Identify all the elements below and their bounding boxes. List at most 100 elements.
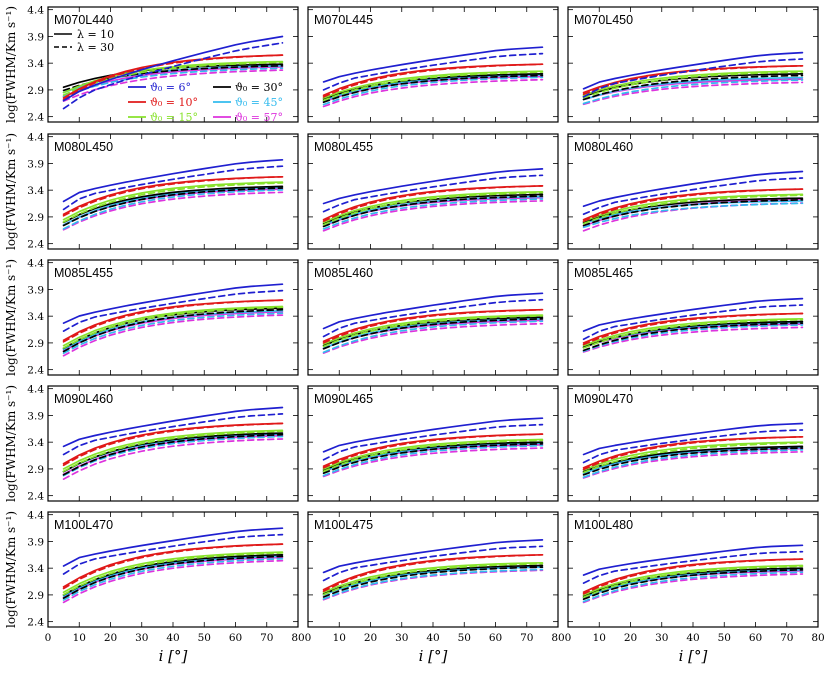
series-line-2-dashed bbox=[582, 565, 804, 599]
series-line-0-solid bbox=[322, 168, 544, 205]
series-line-3-dashed bbox=[322, 317, 544, 350]
y-tick-label: 4.4 bbox=[27, 258, 44, 270]
series-line-2-dashed bbox=[582, 71, 804, 99]
x-tick-label: 60 bbox=[749, 632, 762, 644]
series-line-3-dashed bbox=[322, 442, 544, 475]
series-line-0-dashed bbox=[582, 429, 804, 464]
series-line-4-dashed bbox=[62, 312, 284, 355]
series-line-5-dashed bbox=[62, 559, 284, 604]
series-line-2-solid bbox=[62, 181, 284, 221]
y-tick-label: 3.9 bbox=[27, 536, 44, 548]
y-axis-label: log(FWHM/Km s⁻¹) bbox=[4, 385, 18, 502]
series-line-4-dashed bbox=[322, 444, 544, 477]
series-line-0-solid bbox=[62, 527, 284, 567]
x-tick-label: 10 bbox=[593, 632, 606, 644]
series-line-3-solid bbox=[322, 564, 544, 595]
x-tick-label: 70 bbox=[260, 632, 273, 644]
y-tick-label: 2.4 bbox=[27, 239, 44, 251]
series-line-0-dashed bbox=[322, 52, 544, 91]
series-line-5-dashed bbox=[322, 322, 544, 354]
series-line-0-dashed bbox=[322, 298, 544, 338]
y-tick-label: 2.9 bbox=[27, 85, 44, 97]
series-line-4-dashed bbox=[582, 571, 804, 603]
y-tick-label: 2.4 bbox=[27, 491, 44, 503]
series-line-4-dashed bbox=[62, 557, 284, 601]
x-tick-label: 30 bbox=[395, 632, 408, 644]
panel-title: M085L465 bbox=[574, 266, 633, 280]
panel-title: M080L450 bbox=[54, 140, 113, 154]
series-line-3-dashed bbox=[582, 568, 804, 601]
series-line-0-dashed bbox=[582, 304, 804, 341]
series-line-3-solid bbox=[582, 445, 804, 473]
series-line-0-dashed bbox=[62, 413, 284, 456]
x-axis-label: i [°] bbox=[679, 647, 708, 665]
series-line-4-dashed bbox=[582, 449, 804, 479]
series-line-5-dashed bbox=[322, 447, 544, 478]
series-line-3-solid bbox=[582, 320, 804, 349]
series-line-4-solid bbox=[62, 555, 284, 597]
x-tick-label: 40 bbox=[686, 632, 699, 644]
series-line-1-dashed bbox=[62, 175, 284, 217]
series-line-5-dashed bbox=[62, 438, 284, 480]
legend-label-theta: ϑ₀ = 45° bbox=[235, 96, 283, 109]
y-tick-label: 3.9 bbox=[27, 284, 44, 296]
x-tick-label: 20 bbox=[364, 632, 377, 644]
series-line-0-dashed bbox=[582, 177, 804, 216]
series-line-5-dashed bbox=[582, 573, 804, 604]
series-line-2-solid bbox=[62, 551, 284, 594]
x-tick-label: 30 bbox=[655, 632, 668, 644]
series-line-1-dashed bbox=[322, 433, 544, 469]
series-line-2-solid bbox=[322, 438, 544, 470]
panel-title: M070L440 bbox=[54, 13, 113, 27]
series-line-3-dashed bbox=[582, 74, 804, 101]
x-axis-label: i [°] bbox=[419, 647, 448, 665]
x-tick-label: 10 bbox=[333, 632, 346, 644]
series-line-3-dashed bbox=[322, 195, 544, 228]
y-tick-label: 2.9 bbox=[27, 464, 44, 476]
y-tick-label: 2.9 bbox=[27, 590, 44, 602]
series-line-2-solid bbox=[322, 70, 544, 99]
x-tick-label: 50 bbox=[718, 632, 731, 644]
x-tick-label: 80 bbox=[811, 632, 824, 644]
series-line-0-dashed bbox=[62, 533, 284, 575]
x-tick-label: 40 bbox=[426, 632, 439, 644]
series-line-2-dashed bbox=[62, 61, 284, 96]
series-line-3-dashed bbox=[582, 322, 804, 352]
series-line-5-dashed bbox=[322, 78, 544, 108]
panel-title: M085L460 bbox=[314, 266, 373, 280]
x-tick-label: 80 bbox=[551, 632, 564, 644]
series-line-2-solid bbox=[322, 190, 544, 224]
series-line-0-dashed bbox=[322, 423, 544, 461]
series-line-0-solid bbox=[322, 46, 544, 83]
series-line-4-dashed bbox=[62, 67, 284, 98]
legend-label-theta: ϑ₀ = 6° bbox=[150, 81, 191, 94]
legend-label-linestyle: λ = 30 bbox=[77, 41, 114, 54]
x-axis-label: i [°] bbox=[159, 647, 188, 665]
series-line-3-dashed bbox=[322, 74, 544, 104]
series-line-2-dashed bbox=[322, 315, 544, 348]
x-tick-label: 50 bbox=[198, 632, 211, 644]
y-tick-label: 3.4 bbox=[27, 563, 44, 575]
x-tick-label: 0 bbox=[45, 632, 52, 644]
x-tick-label: 70 bbox=[780, 632, 793, 644]
series-line-0-dashed bbox=[582, 58, 804, 98]
y-axis-label: log(FWHM/Km s⁻¹) bbox=[4, 133, 18, 250]
series-line-2-solid bbox=[62, 305, 284, 347]
panel-title: M090L470 bbox=[574, 392, 633, 406]
y-tick-label: 4.4 bbox=[27, 384, 44, 396]
y-tick-label: 4.4 bbox=[27, 5, 44, 17]
x-tick-label: 40 bbox=[166, 632, 179, 644]
panel-title: M070L450 bbox=[574, 13, 633, 27]
series-line-0-dashed bbox=[322, 174, 544, 213]
series-line-0-dashed bbox=[582, 550, 804, 584]
series-line-3-dashed bbox=[582, 447, 804, 476]
series-line-0-solid bbox=[322, 417, 544, 453]
series-line-4-dashed bbox=[322, 320, 544, 354]
panel-title: M085L455 bbox=[54, 266, 113, 280]
series-line-2-dashed bbox=[582, 318, 804, 349]
x-tick-label: 0 bbox=[305, 632, 312, 644]
panel-title: M100L480 bbox=[574, 518, 633, 532]
series-line-2-dashed bbox=[322, 562, 544, 596]
series-line-2-solid bbox=[582, 317, 804, 347]
series-line-4-solid bbox=[62, 186, 284, 226]
